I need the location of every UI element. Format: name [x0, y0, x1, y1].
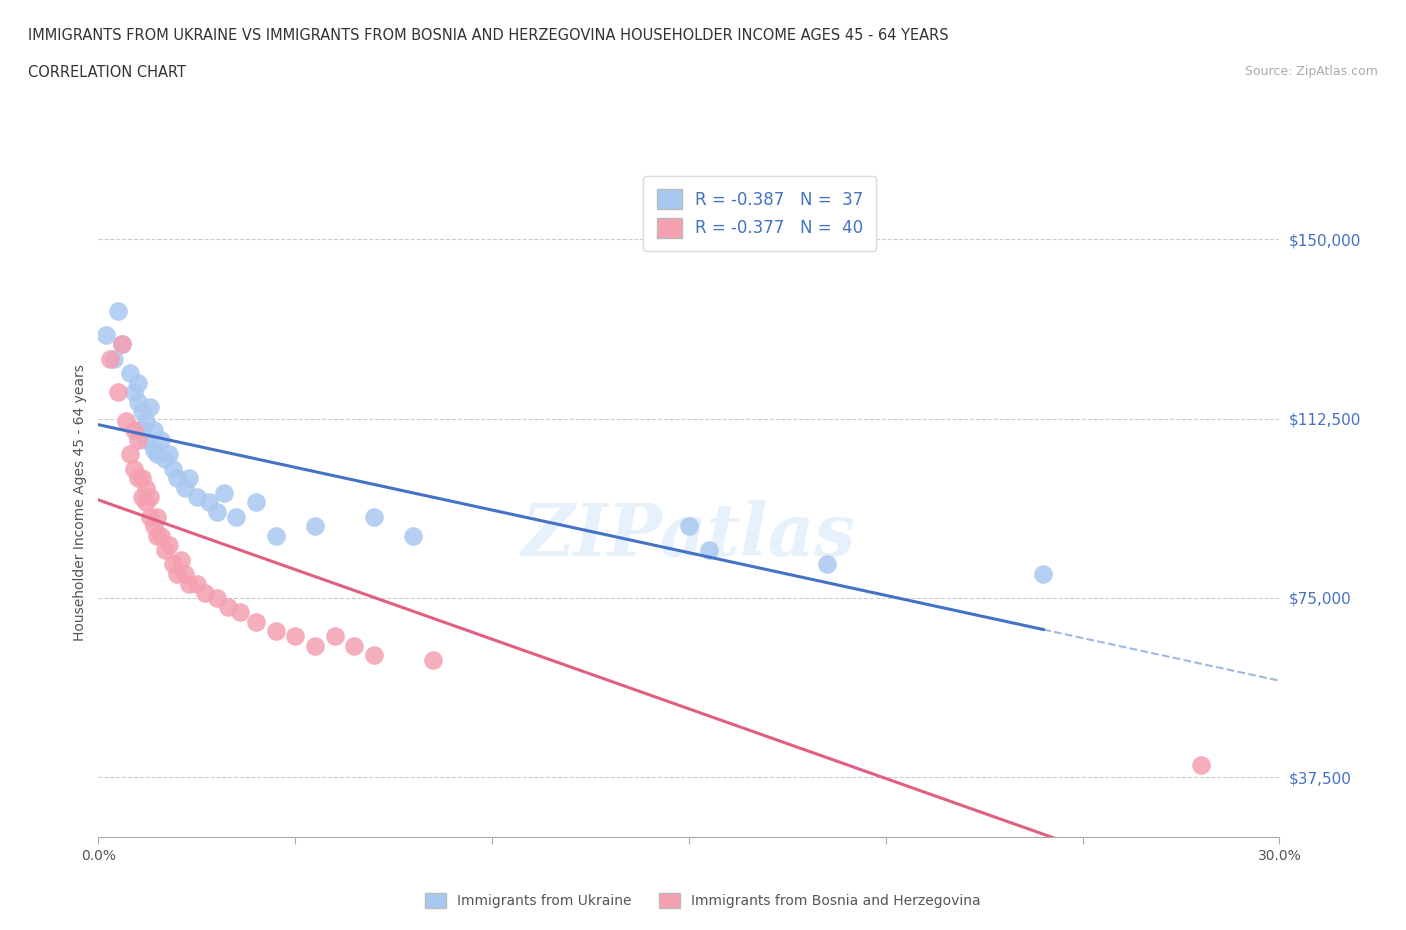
- Point: [166, 471, 188, 485]
- Point: [118, 447, 141, 462]
- Point: [177, 576, 200, 591]
- Point: [1032, 566, 1054, 581]
- Point: [177, 471, 200, 485]
- Point: [135, 495, 157, 510]
- Point: [142, 423, 165, 438]
- Point: [138, 509, 160, 524]
- Point: [131, 423, 153, 438]
- Text: ZIPatlas: ZIPatlas: [522, 500, 856, 571]
- Point: [186, 490, 208, 505]
- Point: [363, 648, 385, 663]
- Point: [422, 653, 444, 668]
- Point: [245, 495, 267, 510]
- Point: [284, 629, 307, 644]
- Point: [264, 624, 287, 639]
- Point: [127, 432, 149, 447]
- Point: [131, 471, 153, 485]
- Point: [304, 638, 326, 653]
- Point: [127, 394, 149, 409]
- Point: [186, 576, 208, 591]
- Point: [122, 461, 145, 476]
- Point: [245, 615, 267, 630]
- Point: [150, 432, 173, 447]
- Point: [131, 490, 153, 505]
- Point: [323, 629, 346, 644]
- Point: [142, 519, 165, 534]
- Point: [155, 542, 177, 557]
- Point: [363, 509, 385, 524]
- Point: [166, 566, 188, 581]
- Point: [122, 423, 145, 438]
- Point: [98, 352, 121, 366]
- Point: [155, 452, 177, 467]
- Point: [1189, 758, 1212, 773]
- Point: [150, 528, 173, 543]
- Point: [103, 352, 125, 366]
- Point: [157, 538, 180, 552]
- Text: Source: ZipAtlas.com: Source: ZipAtlas.com: [1244, 65, 1378, 78]
- Point: [217, 600, 239, 615]
- Point: [157, 447, 180, 462]
- Point: [205, 591, 228, 605]
- Point: [146, 447, 169, 462]
- Point: [197, 495, 219, 510]
- Point: [205, 504, 228, 519]
- Point: [146, 509, 169, 524]
- Legend: R = -0.387   N =  37, R = -0.377   N =  40: R = -0.387 N = 37, R = -0.377 N = 40: [643, 176, 876, 251]
- Point: [225, 509, 247, 524]
- Point: [138, 399, 160, 414]
- Point: [127, 375, 149, 390]
- Point: [135, 432, 157, 447]
- Point: [264, 528, 287, 543]
- Point: [162, 461, 184, 476]
- Legend: Immigrants from Ukraine, Immigrants from Bosnia and Herzegovina: Immigrants from Ukraine, Immigrants from…: [419, 888, 987, 914]
- Point: [402, 528, 425, 543]
- Point: [174, 481, 197, 496]
- Y-axis label: Householder Income Ages 45 - 64 years: Householder Income Ages 45 - 64 years: [73, 364, 87, 641]
- Point: [107, 385, 129, 400]
- Text: IMMIGRANTS FROM UKRAINE VS IMMIGRANTS FROM BOSNIA AND HERZEGOVINA HOUSEHOLDER IN: IMMIGRANTS FROM UKRAINE VS IMMIGRANTS FR…: [28, 28, 949, 43]
- Point: [111, 337, 134, 352]
- Text: CORRELATION CHART: CORRELATION CHART: [28, 65, 186, 80]
- Point: [146, 528, 169, 543]
- Point: [174, 566, 197, 581]
- Point: [304, 519, 326, 534]
- Point: [127, 471, 149, 485]
- Point: [697, 542, 720, 557]
- Point: [142, 442, 165, 457]
- Point: [343, 638, 366, 653]
- Point: [135, 481, 157, 496]
- Point: [162, 557, 184, 572]
- Point: [122, 385, 145, 400]
- Point: [678, 519, 700, 534]
- Point: [170, 552, 193, 567]
- Point: [107, 303, 129, 318]
- Point: [118, 365, 141, 380]
- Point: [135, 414, 157, 429]
- Point: [214, 485, 236, 500]
- Point: [815, 557, 838, 572]
- Point: [229, 604, 252, 619]
- Point: [115, 414, 138, 429]
- Point: [131, 404, 153, 418]
- Point: [138, 490, 160, 505]
- Point: [111, 337, 134, 352]
- Point: [194, 586, 217, 601]
- Point: [96, 327, 118, 342]
